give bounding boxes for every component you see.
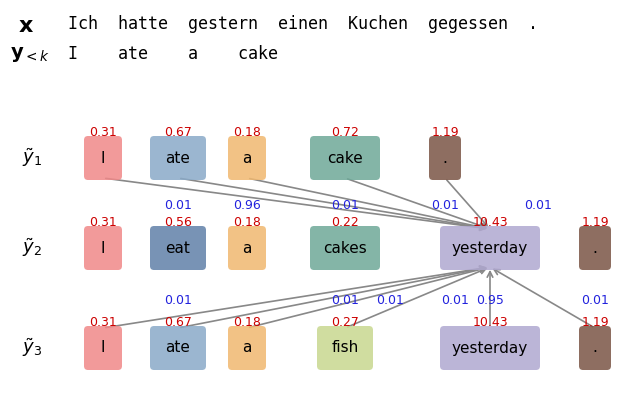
Text: 0.01: 0.01 — [581, 293, 609, 307]
Text: 0.18: 0.18 — [233, 316, 261, 328]
Text: 0.01: 0.01 — [431, 199, 459, 211]
FancyBboxPatch shape — [228, 226, 266, 270]
Text: 0.27: 0.27 — [331, 316, 359, 328]
FancyBboxPatch shape — [228, 326, 266, 370]
Text: Ich  hatte  gestern  einen  Kuchen  gegessen  .: Ich hatte gestern einen Kuchen gegessen … — [68, 15, 538, 33]
Text: 1.19: 1.19 — [581, 316, 609, 328]
FancyBboxPatch shape — [440, 326, 540, 370]
Text: $\tilde{y}_3$: $\tilde{y}_3$ — [22, 337, 42, 359]
Text: 0.01: 0.01 — [331, 199, 359, 211]
Text: 0.67: 0.67 — [164, 126, 192, 138]
FancyBboxPatch shape — [150, 136, 206, 180]
Text: 0.31: 0.31 — [89, 126, 117, 138]
Text: I: I — [100, 150, 105, 166]
Text: 0.01: 0.01 — [376, 293, 404, 307]
Text: 0.18: 0.18 — [233, 215, 261, 229]
Text: 10.43: 10.43 — [472, 316, 508, 328]
FancyBboxPatch shape — [310, 136, 380, 180]
Text: 0.01: 0.01 — [331, 293, 359, 307]
Text: 0.01: 0.01 — [164, 293, 192, 307]
Text: 0.18: 0.18 — [233, 126, 261, 138]
Text: $\mathbf{x}$: $\mathbf{x}$ — [18, 15, 34, 37]
FancyBboxPatch shape — [150, 326, 206, 370]
Text: yesterday: yesterday — [452, 340, 528, 356]
Text: a: a — [243, 340, 252, 356]
Text: I    ate    a    cake: I ate a cake — [68, 45, 278, 63]
Text: 0.56: 0.56 — [164, 215, 192, 229]
Text: .: . — [443, 150, 447, 166]
Text: ate: ate — [166, 150, 191, 166]
Text: I: I — [100, 241, 105, 255]
FancyBboxPatch shape — [150, 226, 206, 270]
Text: 0.22: 0.22 — [331, 215, 359, 229]
Text: $\tilde{y}_2$: $\tilde{y}_2$ — [22, 237, 42, 259]
Text: yesterday: yesterday — [452, 241, 528, 255]
FancyBboxPatch shape — [429, 136, 461, 180]
Text: 1.19: 1.19 — [431, 126, 459, 138]
Text: 1.19: 1.19 — [581, 215, 609, 229]
FancyBboxPatch shape — [317, 326, 373, 370]
Text: .: . — [593, 241, 597, 255]
Text: cakes: cakes — [323, 241, 367, 255]
Text: 0.01: 0.01 — [164, 199, 192, 211]
Text: eat: eat — [166, 241, 191, 255]
Text: 0.01: 0.01 — [524, 199, 552, 211]
Text: a: a — [243, 150, 252, 166]
FancyBboxPatch shape — [228, 136, 266, 180]
Text: 0.72: 0.72 — [331, 126, 359, 138]
Text: ate: ate — [166, 340, 191, 356]
Text: $\mathbf{y}_{<k}$: $\mathbf{y}_{<k}$ — [10, 45, 50, 64]
Text: $\tilde{y}_1$: $\tilde{y}_1$ — [22, 147, 42, 169]
FancyBboxPatch shape — [84, 136, 122, 180]
Text: 0.31: 0.31 — [89, 215, 117, 229]
FancyBboxPatch shape — [579, 226, 611, 270]
FancyBboxPatch shape — [579, 326, 611, 370]
FancyBboxPatch shape — [84, 326, 122, 370]
FancyBboxPatch shape — [310, 226, 380, 270]
Text: 0.31: 0.31 — [89, 316, 117, 328]
Text: cake: cake — [327, 150, 363, 166]
Text: 10.43: 10.43 — [472, 215, 508, 229]
Text: .: . — [593, 340, 597, 356]
FancyBboxPatch shape — [84, 226, 122, 270]
Text: fish: fish — [332, 340, 358, 356]
Text: 0.95: 0.95 — [476, 293, 504, 307]
Text: 0.96: 0.96 — [233, 199, 261, 211]
Text: 0.67: 0.67 — [164, 316, 192, 328]
Text: I: I — [100, 340, 105, 356]
Text: a: a — [243, 241, 252, 255]
FancyBboxPatch shape — [440, 226, 540, 270]
Text: 0.01: 0.01 — [441, 293, 469, 307]
